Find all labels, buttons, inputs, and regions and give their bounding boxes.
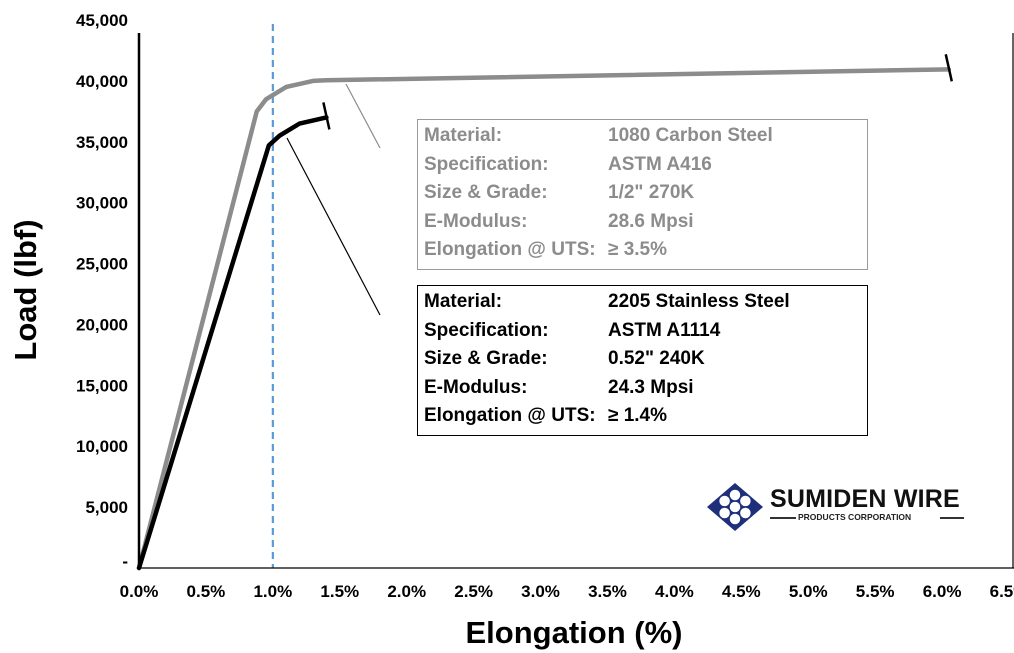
legend-key: Material: — [424, 125, 503, 146]
logo-subtitle: PRODUCTS CORPORATION — [798, 512, 912, 522]
fracture-mark-1 — [322, 102, 331, 130]
x-tick-label: 5.5% — [856, 582, 895, 601]
legend-key: Material: — [424, 291, 503, 312]
legend-row: Elongation @ UTS: ≥ 1.4% — [424, 402, 861, 431]
company-logo: SUMIDEN WIRE PRODUCTS CORPORATION — [706, 482, 976, 532]
y-tick-label: 35,000 — [76, 133, 128, 152]
legend-key: Size & Grade: — [424, 182, 548, 203]
x-tick-label: 2.0% — [387, 582, 426, 601]
y-tick-label: 40,000 — [76, 72, 128, 91]
logo-name: SUMIDEN WIRE — [770, 485, 960, 513]
x-tick-label: 4.0% — [655, 582, 694, 601]
legend-value: 28.6 Mpsi — [608, 210, 694, 232]
legend-key: Size & Grade: — [424, 348, 548, 369]
stainless-steel-legend: Material: 2205 Stainless Steel Specifica… — [417, 285, 868, 436]
legend-value: 0.52" 240K — [608, 348, 705, 369]
y-tick-label: 45,000 — [76, 11, 128, 30]
logo-rule-left — [770, 517, 796, 519]
legend-value: 24.3 Mpsi — [608, 376, 694, 398]
x-tick-label: 5.0% — [789, 582, 828, 601]
y-tick-label: 5,000 — [85, 498, 128, 517]
gray-leader-line — [345, 83, 381, 149]
black-leader-line — [286, 137, 381, 316]
legend-value: 1/2" 270K — [608, 182, 695, 203]
legend-row: Elongation @ UTS: ≥ 3.5% — [424, 236, 861, 265]
legend-key: Elongation @ UTS: — [424, 405, 596, 426]
x-axis-title: Elongation (%) — [466, 615, 683, 650]
y-tick-label: 30,000 — [76, 194, 128, 213]
legend-row: Material: 1080 Carbon Steel — [424, 122, 861, 151]
legend-row: Specification: ASTM A416 — [424, 151, 861, 180]
leader-lines — [286, 83, 381, 316]
wire-strand-logo-icon — [707, 483, 763, 531]
series-layer — [136, 54, 953, 571]
legend-value: ASTM A416 — [608, 153, 712, 175]
legend-key: E-Modulus: — [424, 376, 528, 398]
carbon-steel-legend: Material: 1080 Carbon Steel Specificatio… — [417, 119, 868, 270]
fracture-mark-0 — [944, 54, 953, 82]
logo-rule-right — [940, 517, 964, 519]
y-tick-label: 15,000 — [76, 376, 128, 395]
y-tick-label: - — [122, 552, 128, 571]
x-tick-label: 4.5% — [722, 582, 761, 601]
x-tick-label: 0.0% — [120, 582, 159, 601]
y-tick-label: 25,000 — [76, 255, 128, 274]
legend-value: 2205 Stainless Steel — [608, 291, 790, 312]
legend-key: Specification: — [424, 319, 549, 341]
x-tick-label: 6.5% — [990, 582, 1014, 601]
x-tick-label: 6.0% — [923, 582, 962, 601]
legend-row: Material: 2205 Stainless Steel — [424, 288, 861, 317]
x-tick-label: 3.5% — [588, 582, 627, 601]
legend-row: E-Modulus: 24.3 Mpsi — [424, 374, 861, 403]
legend-value: 1080 Carbon Steel — [608, 125, 773, 146]
legend-row: Specification: ASTM A1114 — [424, 317, 861, 346]
legend-value: ≥ 1.4% — [608, 405, 668, 426]
legend-row: Size & Grade: 1/2" 270K — [424, 179, 861, 208]
y-axis-ticks: - 5,000 10,000 15,000 20,000 25,000 30,000 35,0… — [76, 11, 128, 571]
x-axis-ticks: 0.0% 0.5% 1.0% 1.5% 2.0% 2.5% 3.0% 3.5% 4.0% 4.5%… — [120, 582, 1014, 601]
legend-key: Specification: — [424, 153, 549, 175]
y-tick-label: 20,000 — [76, 315, 128, 334]
legend-value: ASTM A1114 — [608, 319, 721, 341]
x-tick-label: 0.5% — [187, 582, 226, 601]
x-tick-label: 3.0% — [521, 582, 560, 601]
series-line-0 — [136, 67, 952, 571]
y-tick-label: 10,000 — [76, 437, 128, 456]
x-tick-label: 2.5% — [454, 582, 493, 601]
legend-key: E-Modulus: — [424, 210, 528, 232]
legend-row: Size & Grade: 0.52" 240K — [424, 345, 861, 374]
legend-key: Elongation @ UTS: — [424, 239, 596, 260]
x-tick-label: 1.0% — [253, 582, 292, 601]
x-tick-label: 1.5% — [320, 582, 359, 601]
series-line-1 — [136, 115, 329, 571]
legend-row: E-Modulus: 28.6 Mpsi — [424, 208, 861, 237]
legend-value: ≥ 3.5% — [608, 239, 668, 260]
y-axis-title: Load (lbf) — [8, 219, 43, 360]
